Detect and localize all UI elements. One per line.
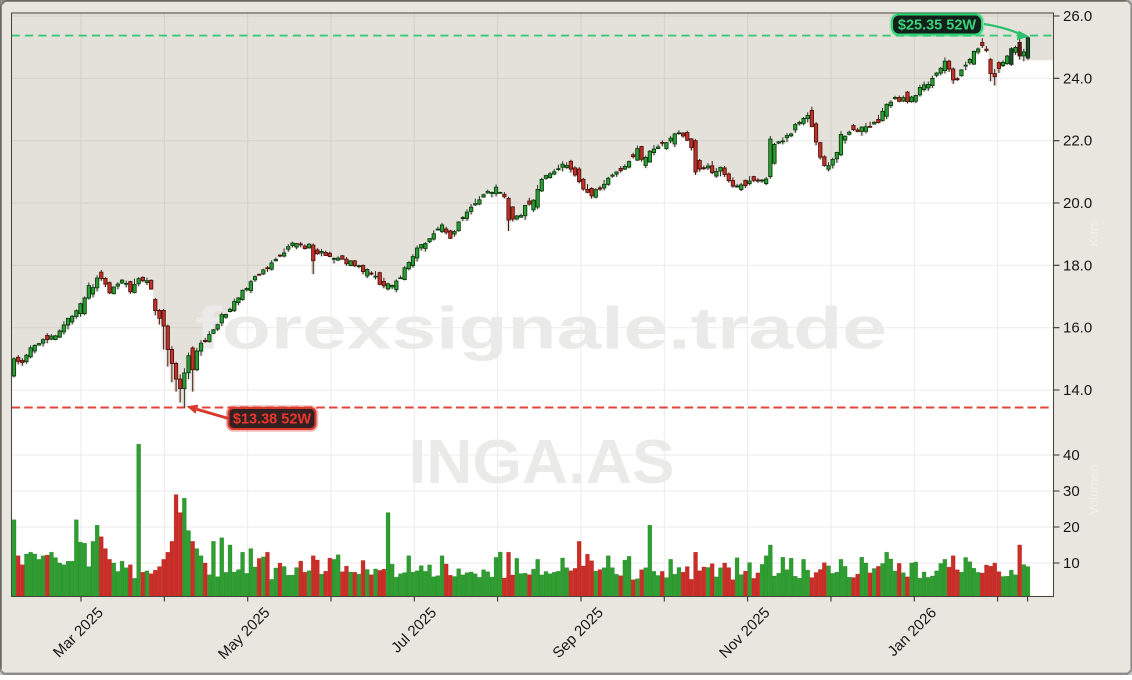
svg-text:30: 30 [1063,483,1080,500]
svg-text:16.0: 16.0 [1063,320,1092,337]
svg-text:Volumen: Volumen [1086,464,1101,515]
svg-text:Kurs: Kurs [1086,220,1101,247]
svg-text:$25.35 52W: $25.35 52W [898,18,977,34]
svg-text:20.0: 20.0 [1063,195,1092,212]
svg-text:14.0: 14.0 [1063,382,1092,399]
svg-text:$13.38 52W: $13.38 52W [233,412,312,428]
svg-text:22.0: 22.0 [1063,133,1092,150]
svg-text:forexsignale.trade: forexsignale.trade [195,295,887,362]
svg-text:10: 10 [1063,555,1080,572]
svg-text:18.0: 18.0 [1063,257,1092,274]
svg-text:40: 40 [1063,447,1080,464]
svg-text:24.0: 24.0 [1063,70,1092,87]
svg-text:INGA.AS: INGA.AS [408,428,674,497]
svg-text:20: 20 [1063,519,1080,536]
svg-text:26.0: 26.0 [1063,8,1092,25]
